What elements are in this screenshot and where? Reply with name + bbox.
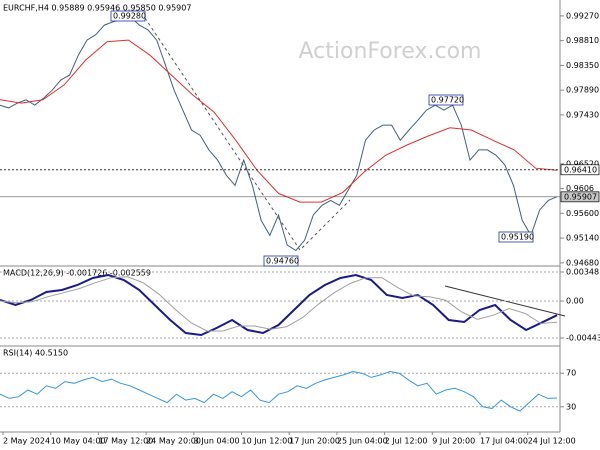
x-tick-label: 24 Jul 12:00	[528, 437, 576, 446]
level-box	[560, 164, 600, 176]
series-line	[0, 39, 558, 203]
series-line	[0, 273, 558, 337]
chart-title: MACD(12,26,9) -0.001726 -0.002559	[3, 269, 151, 278]
y-tick-label: 0.9606	[566, 184, 594, 193]
y-tick-label: -0.004436	[566, 333, 600, 342]
y-tick-label: 0.95140	[566, 234, 599, 243]
annotation: 0.94760	[266, 257, 299, 266]
x-tick-label: 17 Jul 04:00	[480, 437, 528, 446]
series-line	[0, 276, 558, 332]
x-tick-label: 17 May 12:00	[98, 437, 153, 446]
annotation: 0.99280	[113, 12, 146, 21]
y-tick-label: 0.98810	[566, 36, 599, 45]
x-tick-label: 10 Jun 12:00	[242, 437, 293, 446]
annotation: 0.95190	[501, 233, 534, 242]
y-tick-label: 0.98350	[566, 61, 599, 70]
x-tick-label: 24 May 20:00	[146, 437, 201, 446]
level-label: 0.96410	[564, 165, 597, 174]
chart-title: EURCHF,H4 0.95889 0.95946 0.95850 0.9590…	[3, 4, 191, 13]
series-line	[0, 370, 558, 412]
series-line	[0, 16, 558, 252]
x-tick-label: 10 May 04:00	[51, 437, 106, 446]
y-tick-label: 0.94680	[566, 258, 599, 267]
y-tick-label: 0.97430	[566, 110, 599, 119]
x-tick-label: 2 Jul 12:00	[385, 437, 428, 446]
level-box	[560, 191, 600, 203]
annotation-box	[428, 94, 464, 106]
x-tick-label: 9 Jul 20:00	[432, 437, 475, 446]
zigzag-line	[144, 17, 351, 251]
y-tick-label: 0.99270	[566, 11, 599, 20]
annotation-box	[110, 10, 146, 22]
y-tick-label: 30	[566, 402, 576, 411]
y-tick-label: 0.96520	[566, 159, 599, 168]
x-tick-label: 25 Jun 04:00	[337, 437, 388, 446]
annotation-box	[498, 231, 534, 243]
watermark: ActionForex.com	[299, 39, 482, 64]
annotation-box	[263, 255, 299, 267]
x-tick-label: 2 May 2024	[3, 437, 50, 446]
level-label: 0.95907	[564, 192, 597, 201]
y-tick-label: 0.003481	[566, 267, 600, 276]
y-tick-label: 0.97890	[566, 86, 599, 95]
x-tick-label: 17 Jun 20:00	[289, 437, 340, 446]
y-tick-label: 0.00	[566, 297, 584, 306]
annotation: 0.97720	[431, 96, 464, 105]
x-tick-label: 3 Jun 04:00	[194, 437, 240, 446]
y-tick-label: 70	[566, 369, 576, 378]
chart-title: RSI(14) 40.5150	[3, 349, 68, 358]
y-tick-label: 0.95600	[566, 209, 599, 218]
